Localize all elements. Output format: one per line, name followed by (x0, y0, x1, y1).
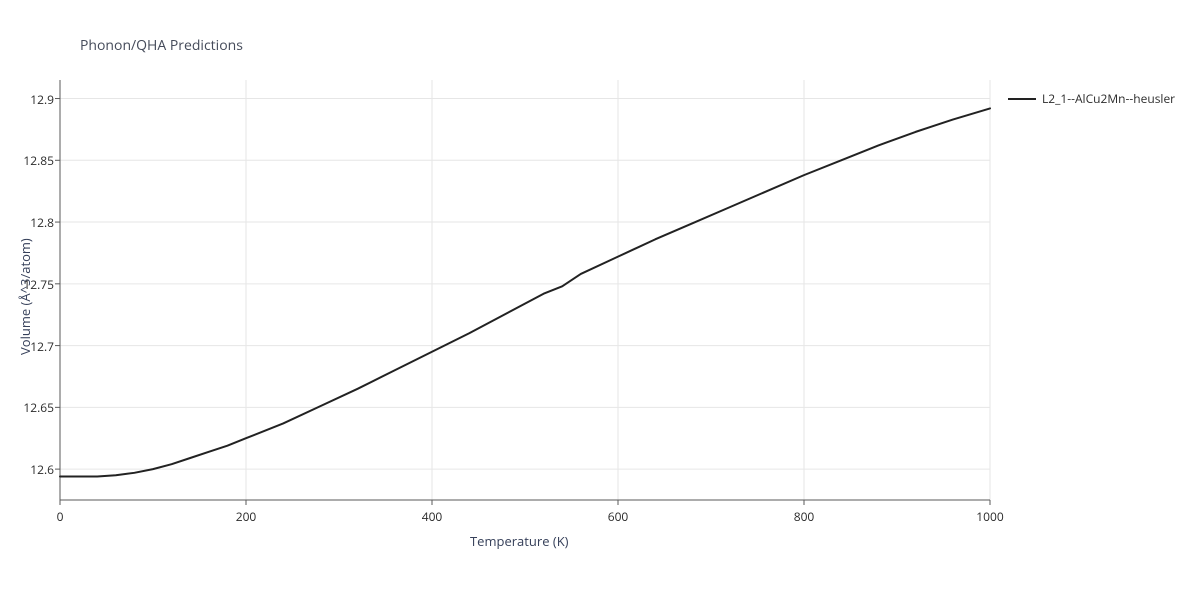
legend-swatch (1008, 98, 1036, 100)
x-tick-label: 1000 (975, 508, 1005, 525)
y-tick-label: 12.85 (10, 152, 54, 169)
y-tick-label: 12.75 (10, 276, 54, 293)
y-tick-label: 12.8 (10, 214, 54, 231)
y-tick-label: 12.65 (10, 399, 54, 416)
chart-container: { "chart": { "type": "line", "title": "P… (0, 0, 1200, 600)
x-tick-label: 800 (789, 508, 819, 525)
line-chart (60, 80, 992, 502)
x-tick-label: 0 (45, 508, 75, 525)
y-tick-label: 12.7 (10, 338, 54, 355)
y-tick-label: 12.9 (10, 91, 54, 108)
x-tick-label: 200 (231, 508, 261, 525)
legend: L2_1--AlCu2Mn--heusler (1008, 90, 1175, 107)
x-tick-label: 400 (417, 508, 447, 525)
x-axis-label: Temperature (K) (470, 532, 569, 550)
x-tick-label: 600 (603, 508, 633, 525)
y-tick-label: 12.6 (10, 461, 54, 478)
chart-title: Phonon/QHA Predictions (80, 36, 243, 55)
legend-label: L2_1--AlCu2Mn--heusler (1042, 90, 1175, 107)
